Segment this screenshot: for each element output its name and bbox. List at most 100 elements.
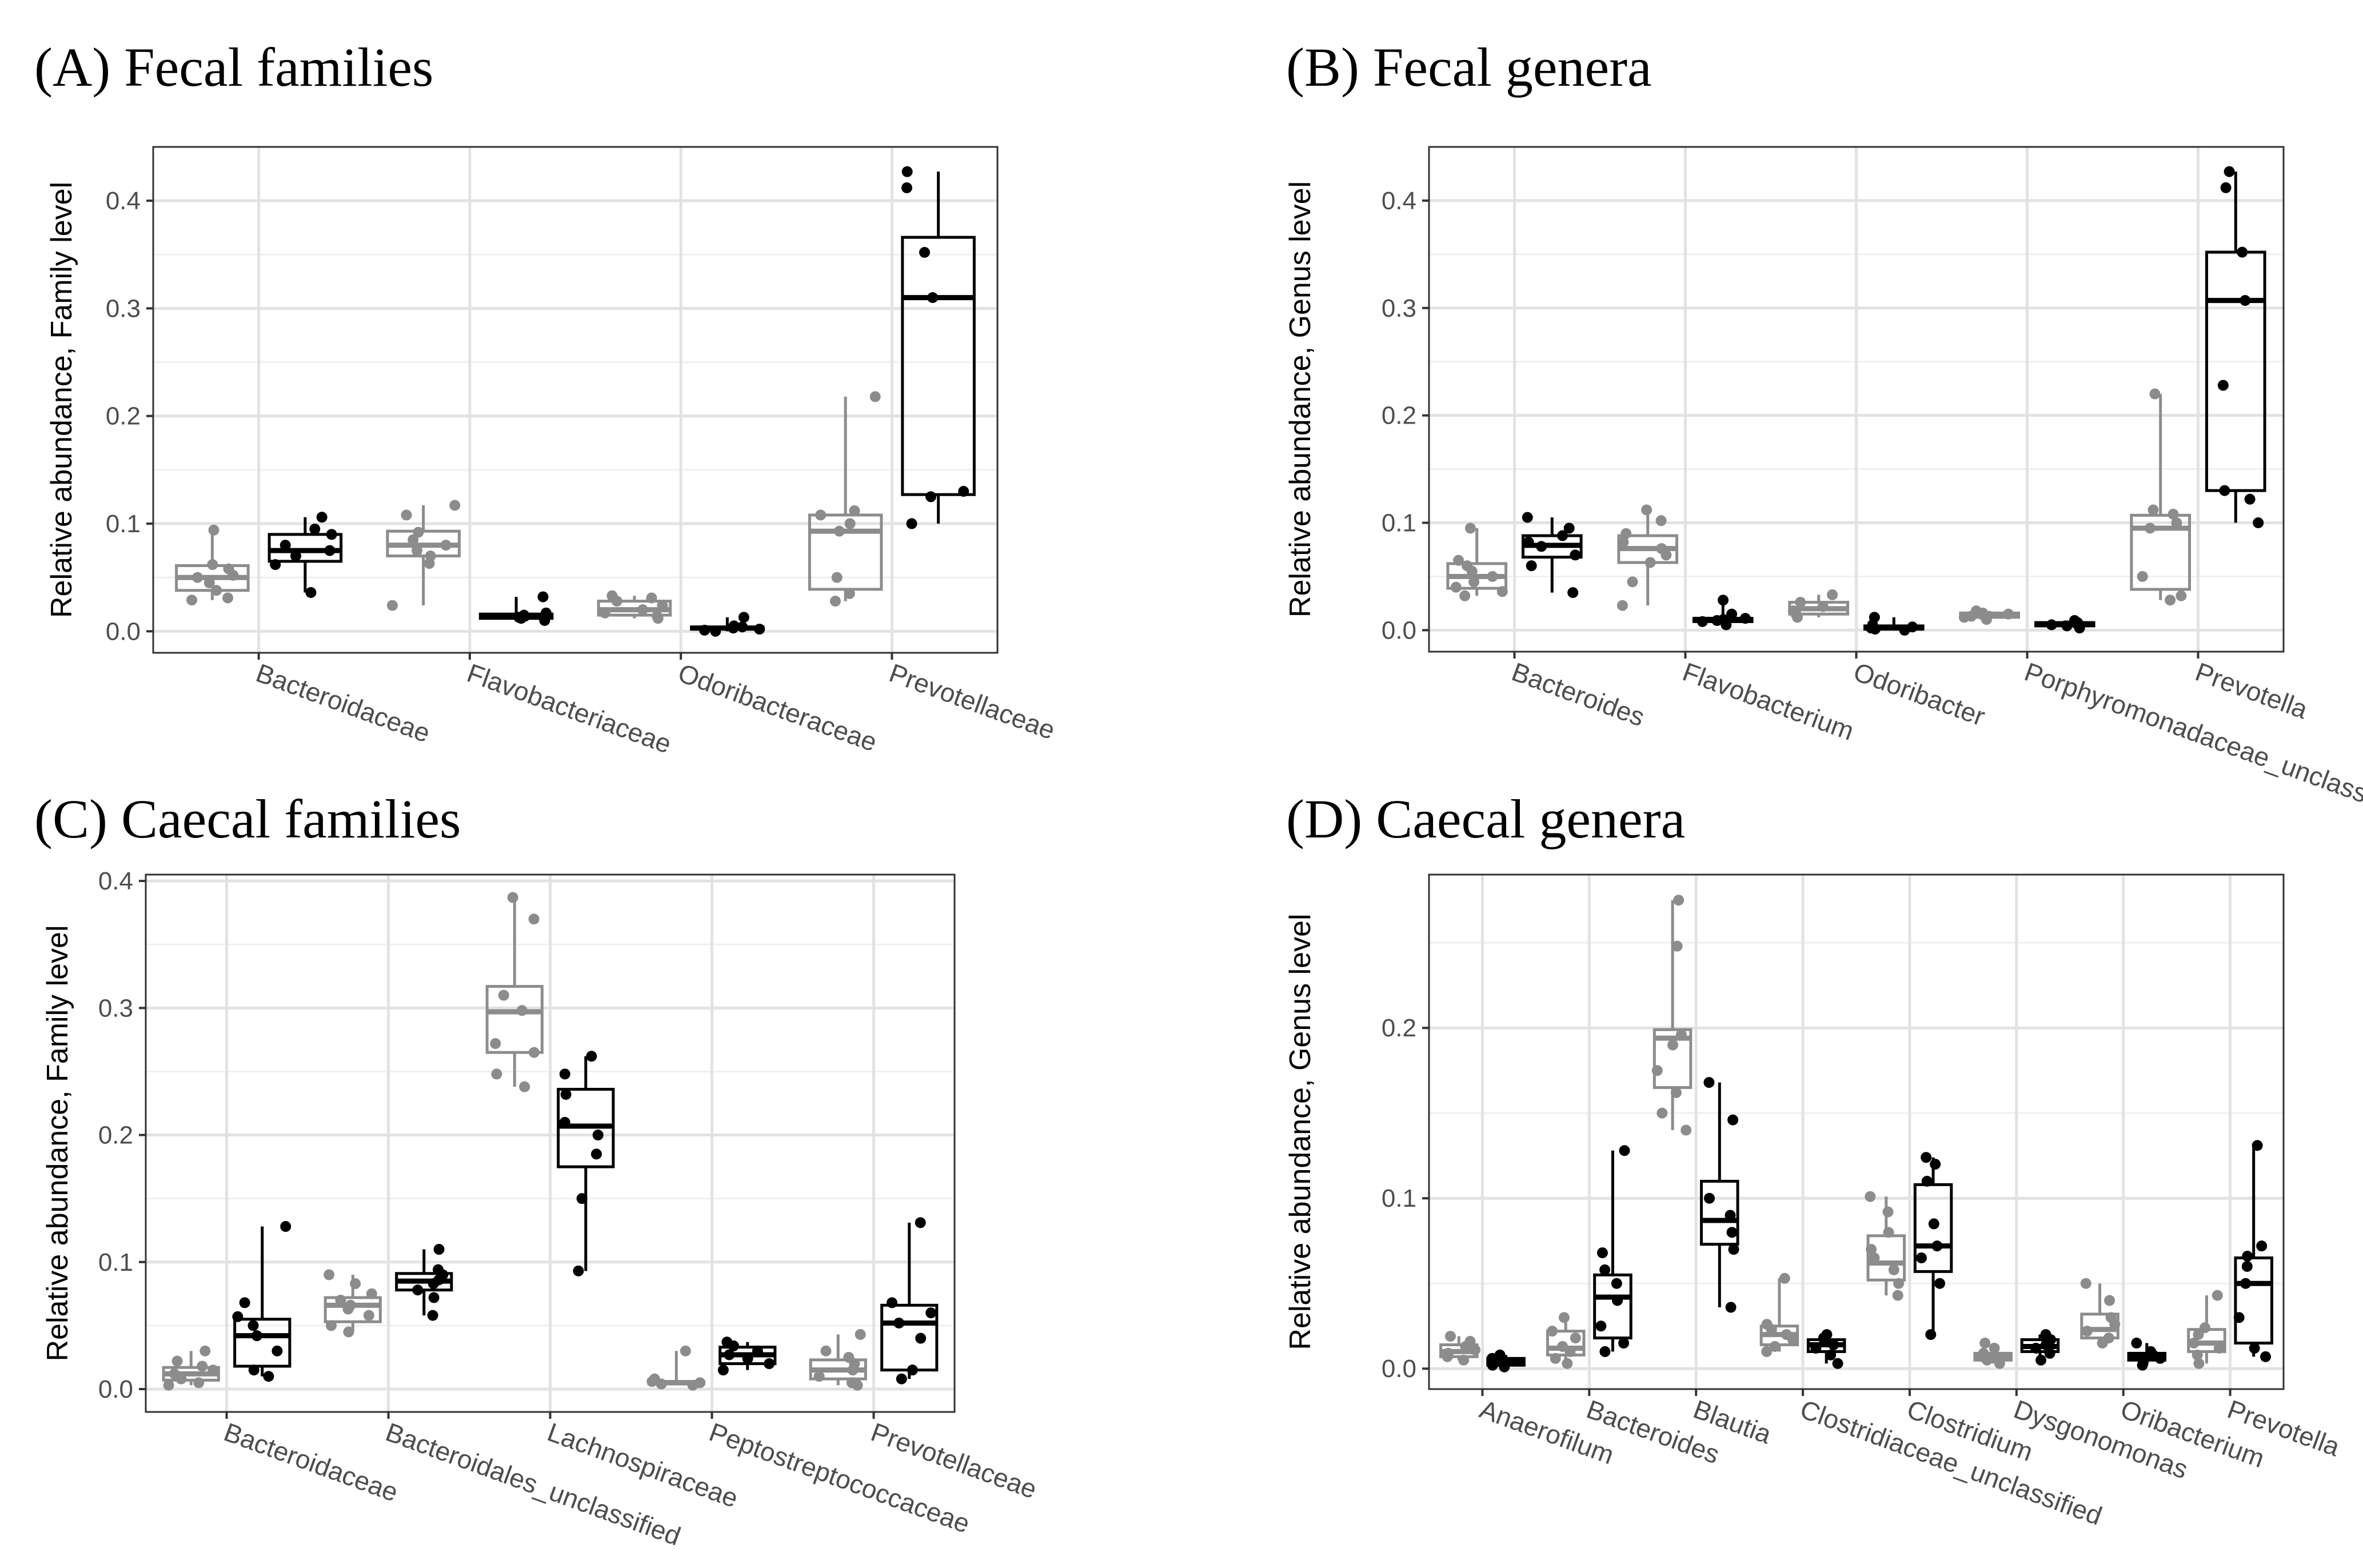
data-point [1618, 1338, 1630, 1349]
data-point [2145, 1346, 2157, 1357]
data-point [893, 1317, 905, 1328]
data-point [1869, 1252, 1880, 1264]
data-point [2171, 517, 2182, 529]
data-point [1779, 1272, 1790, 1284]
data-point [1657, 1107, 1668, 1119]
data-point [559, 1068, 570, 1080]
data-point [637, 604, 648, 616]
box [901, 236, 976, 496]
data-point [724, 1349, 735, 1360]
data-point [592, 1130, 604, 1141]
data-point [207, 1364, 219, 1376]
data-point [2131, 1338, 2142, 1349]
data-point [2069, 615, 2080, 627]
data-point [2242, 1251, 2253, 1262]
data-point [1523, 536, 1534, 548]
data-point [2244, 493, 2256, 505]
data-point [710, 625, 721, 637]
data-point [1727, 1114, 1739, 1126]
data-point [449, 500, 461, 511]
data-point [2176, 590, 2187, 601]
data-point [366, 1288, 377, 1299]
data-point [1667, 1039, 1678, 1051]
data-point [1464, 1336, 1476, 1347]
data-point [1641, 504, 1652, 516]
data-point [197, 1360, 208, 1372]
data-point [1453, 554, 1464, 566]
data-point [433, 1244, 445, 1255]
data-point [335, 1294, 346, 1306]
box [268, 533, 343, 563]
data-point [413, 526, 424, 538]
data-point [2237, 246, 2248, 258]
data-point [171, 1355, 183, 1367]
data-point [925, 1307, 937, 1319]
y-axis-label: Relative abundance, Genus level [1284, 181, 1317, 617]
data-point [901, 182, 912, 194]
data-point [1761, 1346, 1773, 1357]
data-point [855, 1328, 866, 1340]
data-point [518, 609, 530, 621]
data-point [2233, 1312, 2245, 1323]
data-point [843, 1351, 855, 1363]
data-point [869, 391, 881, 402]
data-point [815, 509, 827, 521]
data-point [1934, 1278, 1946, 1289]
data-point [2212, 1290, 2223, 1301]
data-point [326, 529, 337, 540]
data-point [652, 611, 663, 622]
data-point [248, 1320, 259, 1331]
data-point [1739, 613, 1751, 624]
data-point [2137, 1356, 2149, 1367]
data-point [573, 1265, 584, 1276]
data-point [2249, 1342, 2260, 1354]
data-point [199, 1345, 211, 1356]
data-point [2003, 608, 2014, 620]
y-tick-label: 0.3 [106, 294, 141, 322]
data-point [1726, 1227, 1738, 1238]
data-point [412, 1284, 424, 1296]
data-point [1564, 1346, 1576, 1357]
data-point [590, 1148, 602, 1160]
box [808, 513, 883, 591]
data-point [2137, 570, 2148, 582]
data-point [1781, 1329, 1792, 1340]
data-point [408, 534, 419, 545]
data-point [1893, 1278, 1905, 1289]
data-point [1526, 560, 1537, 572]
data-point [290, 550, 301, 562]
data-point [2081, 1326, 2093, 1337]
data-point [203, 577, 215, 589]
data-point [2149, 388, 2161, 400]
data-point [849, 505, 860, 516]
data-point [2224, 166, 2235, 177]
data-point [1928, 1218, 1939, 1230]
data-point [1978, 1347, 1989, 1359]
data-point [239, 1297, 250, 1308]
data-point [721, 1336, 733, 1348]
plot-area [153, 147, 997, 653]
data-point [2145, 522, 2156, 534]
data-point [2260, 1351, 2272, 1362]
data-point [2188, 1338, 2200, 1349]
data-point [1612, 1295, 1623, 1306]
data-point [309, 523, 321, 534]
data-point [1979, 1338, 1991, 1349]
data-point [2193, 1329, 2204, 1340]
data-point [906, 518, 917, 529]
data-point [1494, 1349, 1506, 1360]
data-point [270, 559, 281, 570]
data-point [2105, 1312, 2117, 1323]
data-point [280, 540, 291, 551]
data-point [2241, 1260, 2253, 1272]
data-point [833, 525, 845, 537]
data-point [1888, 1264, 1899, 1275]
data-point [428, 1292, 440, 1303]
data-point [2080, 1278, 2091, 1289]
data-point [1468, 576, 1480, 588]
y-tick-label: 0.3 [98, 994, 133, 1022]
data-point [1931, 1240, 1943, 1252]
data-point [1444, 1331, 1456, 1342]
data-point [1769, 1340, 1781, 1352]
data-point [540, 607, 552, 619]
